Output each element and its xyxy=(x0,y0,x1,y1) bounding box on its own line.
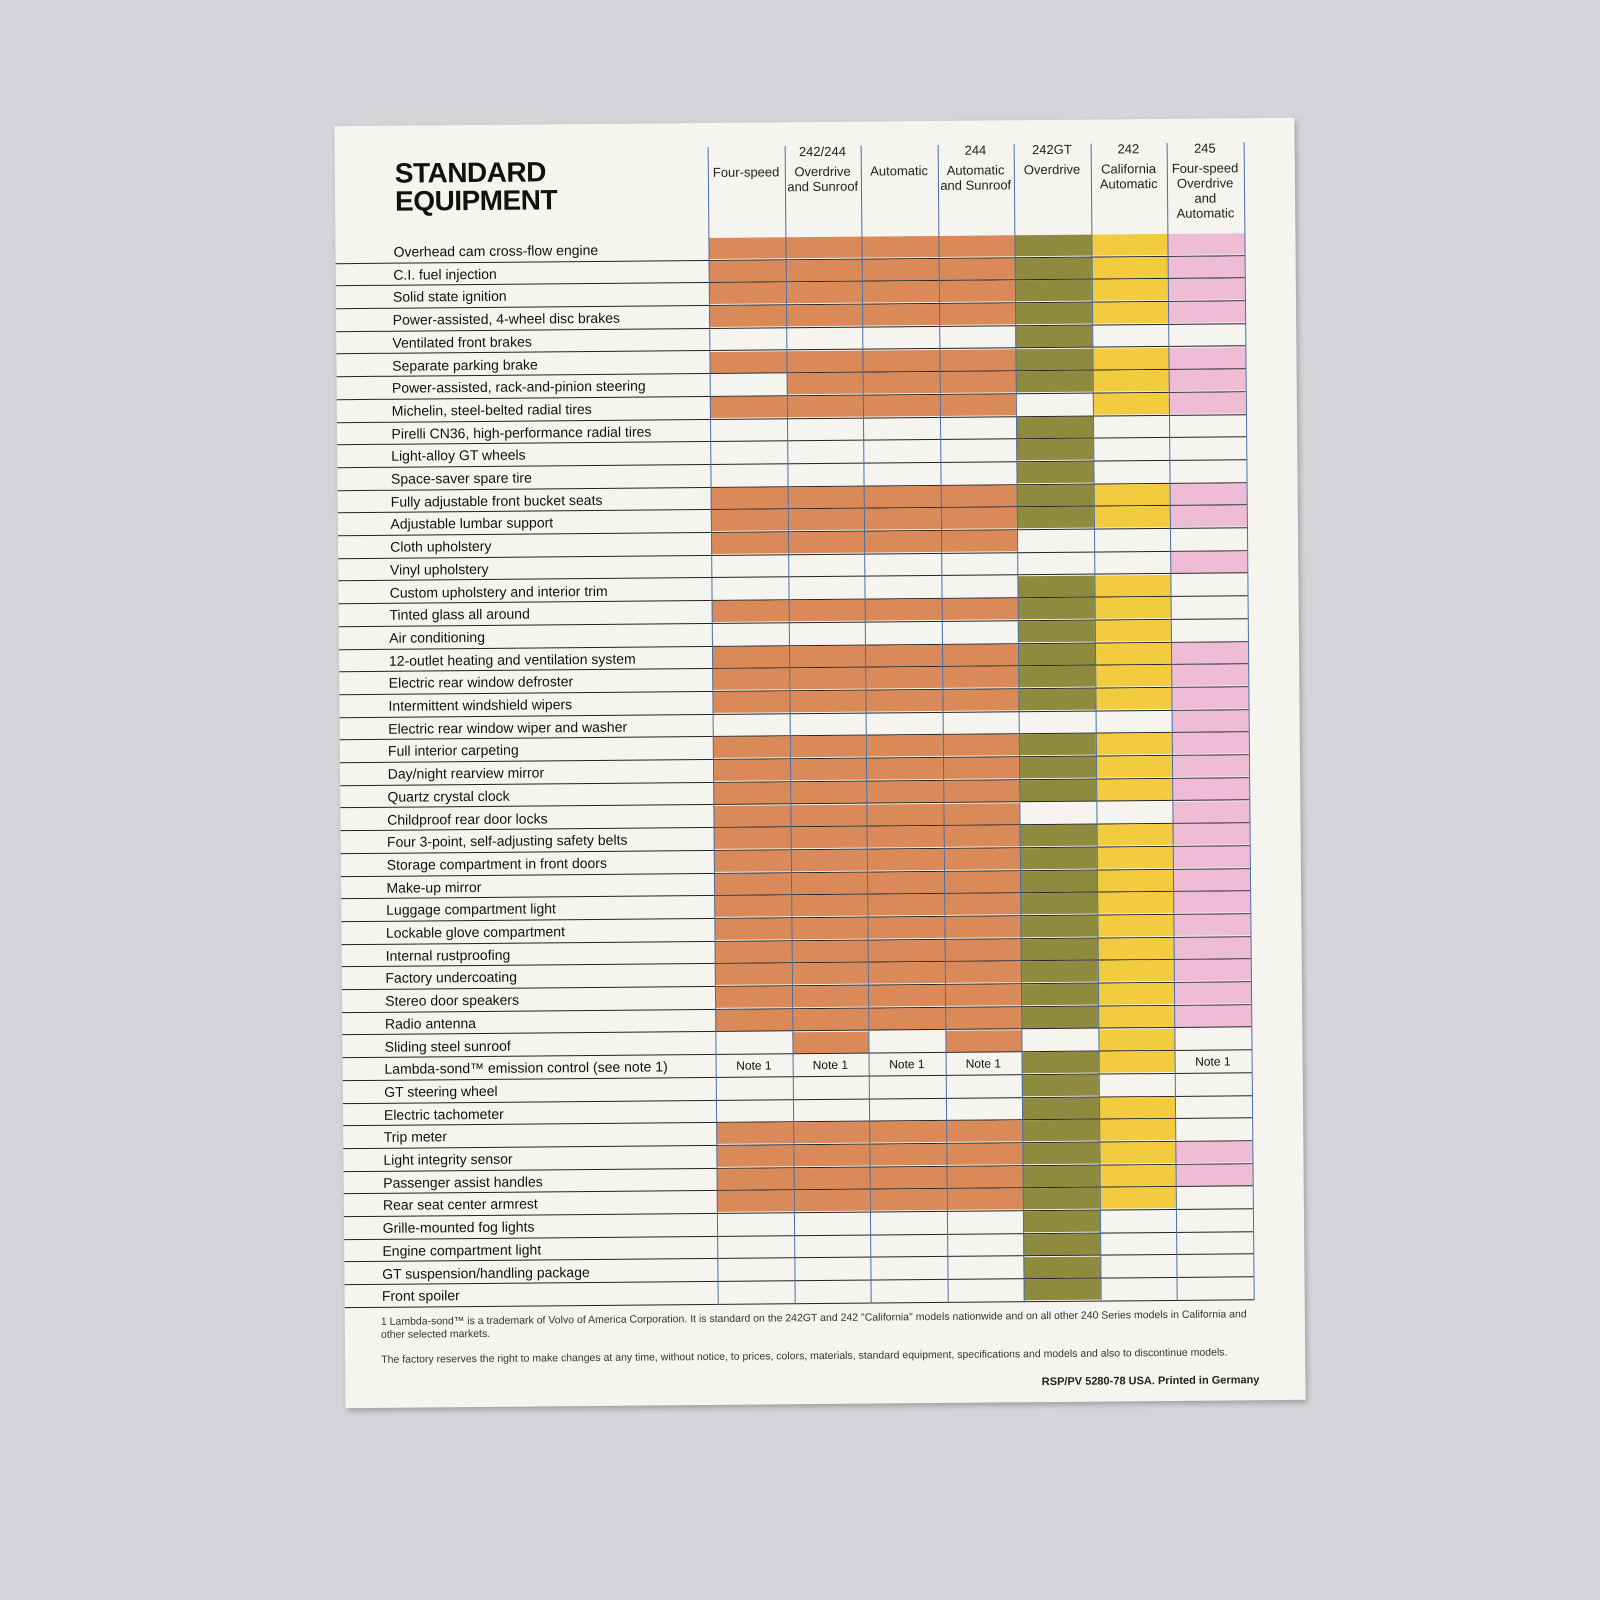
row-label: Tinted glass all around xyxy=(389,605,530,623)
row-label: Solid state ignition xyxy=(392,288,507,306)
column-label: Four-speed xyxy=(712,164,780,180)
row-label: Intermittent windshield wipers xyxy=(388,696,573,714)
row-label: Trip meter xyxy=(383,1128,448,1146)
column-label: Overdrive xyxy=(1023,161,1081,178)
column-label: Four-speed Overdrive and Automatic xyxy=(1171,160,1239,221)
row-label: Grille-mounted fog lights xyxy=(382,1218,535,1236)
row-label: Rear seat center armrest xyxy=(382,1195,538,1214)
row-label: Pirelli CN36, high-performance radial ti… xyxy=(391,423,652,442)
row-label: Power-assisted, 4-wheel disc brakes xyxy=(392,309,621,328)
group-label: 242GT xyxy=(1031,141,1072,158)
row-label: Full interior carpeting xyxy=(387,742,519,760)
row-label: C.I. fuel injection xyxy=(393,265,497,283)
group-label: 245 xyxy=(1193,140,1216,156)
row-label: 12-outlet heating and ventilation system xyxy=(388,650,636,669)
row-label: Luggage compartment light xyxy=(386,900,556,919)
row-label: Lockable glove compartment xyxy=(385,923,566,941)
row-label: Overhead cam cross-flow engine xyxy=(393,241,599,260)
row-label: Adjustable lumbar support xyxy=(390,514,554,533)
row-label: Ventilated front brakes xyxy=(392,333,532,351)
row-label: Factory undercoating xyxy=(385,969,518,987)
row-label: Make-up mirror xyxy=(386,878,482,896)
row-label: Internal rustproofing xyxy=(385,946,511,964)
row-label: Cloth upholstery xyxy=(390,537,492,555)
row-label: Sliding steel sunroof xyxy=(384,1037,511,1055)
row-label: Quartz crystal clock xyxy=(387,787,510,805)
column-label: California Automatic xyxy=(1099,161,1158,192)
row-label: Day/night rearview mirror xyxy=(387,764,545,782)
row-label: Fully adjustable front bucket seats xyxy=(390,491,603,510)
row-label: Childproof rear door locks xyxy=(387,809,548,828)
row-label: Separate parking brake xyxy=(392,355,538,374)
brochure-page: STANDARD EQUIPMENT 242/244 244 242GT 242 245… xyxy=(334,117,1306,1409)
row-label: Light-alloy GT wheels xyxy=(391,446,526,465)
row-label: Power-assisted, rack-and-pinion steering xyxy=(391,377,646,396)
row-label: Four 3-point, self-adjusting safety belt… xyxy=(386,831,628,850)
row-label: Lambda-sond™ emission control (see note … xyxy=(384,1058,668,1077)
row-label: Electric rear window defroster xyxy=(388,673,574,692)
column-label: Overdrive and Sunroof xyxy=(787,163,859,195)
row-label: Space-saver spare tire xyxy=(390,469,532,487)
row-label: Electric tachometer xyxy=(383,1105,504,1123)
row-label: Air conditioning xyxy=(389,628,486,646)
row-label: Front spoiler xyxy=(381,1287,460,1305)
row-label: Passenger assist handles xyxy=(383,1173,543,1191)
footnote: 1 Lambda-sond™ is a trademark of Volvo o… xyxy=(380,1308,1247,1341)
row-label: Engine compartment light xyxy=(382,1241,542,1259)
column-label: Automatic xyxy=(870,163,929,179)
row-label: GT steering wheel xyxy=(384,1082,498,1100)
row-label: Michelin, steel-belted radial tires xyxy=(391,400,592,419)
group-label: 242/244 xyxy=(798,143,846,160)
row-label: Electric rear window wiper and washer xyxy=(388,718,628,737)
group-label: 244 xyxy=(964,142,987,158)
row-label: Radio antenna xyxy=(384,1014,477,1032)
column-label: Automatic and Sunroof xyxy=(940,162,1012,193)
row-label: Stereo door speakers xyxy=(385,991,520,1009)
row-label: GT suspension/handling package xyxy=(382,1263,590,1282)
footnote: The factory reserves the right to make c… xyxy=(381,1346,1228,1366)
title: STANDARD EQUIPMENT xyxy=(394,156,558,217)
footer-code: RSP/PV 5280-78 USA. Printed in Germany xyxy=(1041,1374,1260,1389)
row-label: Storage compartment in front doors xyxy=(386,854,608,873)
row-label: Vinyl upholstery xyxy=(389,560,489,578)
row-label: Custom upholstery and interior trim xyxy=(389,582,608,601)
group-label: 242 xyxy=(1117,141,1140,157)
row-label: Light integrity sensor xyxy=(383,1150,513,1168)
